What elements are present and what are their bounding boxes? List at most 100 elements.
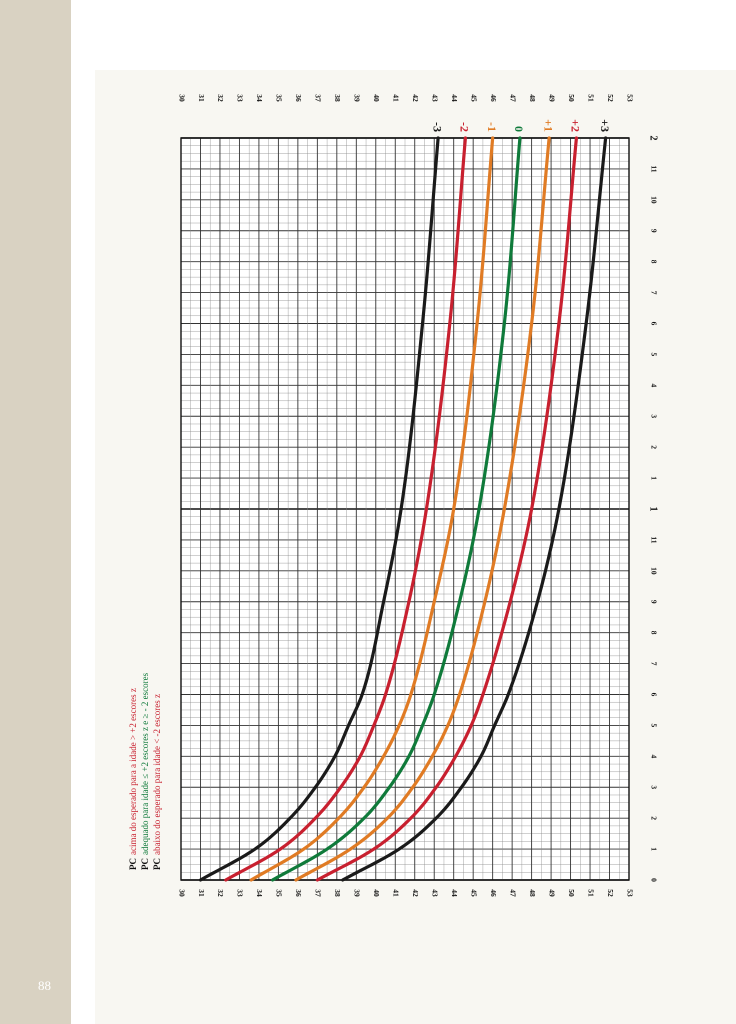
side-band: ACOMPANHANDO O CRESCIMENTO 88: [0, 0, 86, 1024]
y-tick-label-top: 53: [625, 94, 634, 102]
y-tick-label-bottom: 45: [469, 889, 478, 897]
legend-entry-text: abaixo do esperado para idade < -2 escor…: [152, 694, 162, 855]
x-tick-label: 5: [649, 353, 658, 357]
y-tick-label-bottom: 38: [333, 889, 342, 897]
y-tick-label-top: 52: [606, 94, 615, 102]
chart-panel: 30 30 31 31 32 32 33 33 34 34 35 35 36 36 37 37 38 38 39 39…: [95, 70, 736, 1024]
x-tick-label: 9: [649, 229, 658, 233]
curve-zminus3: [198, 136, 440, 882]
x-tick-label: 0: [649, 878, 658, 882]
y-tick-label-top: 31: [197, 94, 206, 102]
y-tick-label-top: 40: [372, 94, 381, 102]
x-tick-label: 3: [649, 785, 658, 789]
y-tick-label-bottom: 34: [255, 889, 264, 897]
curve-label: -2: [458, 122, 472, 132]
y-tick-label-top: 37: [314, 94, 323, 102]
y-tick-label-bottom: 49: [547, 889, 556, 897]
y-tick-label-bottom: 35: [275, 889, 284, 897]
curve-zminus2: [224, 136, 467, 882]
legend-entry-prefix: PC: [128, 858, 138, 870]
y-tick-label-bottom: 42: [411, 889, 420, 897]
y-tick-label-top: 30: [177, 94, 186, 102]
y-tick-label-bottom: 52: [606, 889, 615, 897]
y-tick-label-top: 48: [528, 94, 537, 102]
x-tick-label: 10: [649, 567, 658, 575]
x-tick-label: 11: [649, 536, 658, 543]
x-tick-label: 1: [648, 507, 659, 512]
y-tick-label-bottom: 46: [489, 889, 498, 897]
y-tick-label-bottom: 33: [236, 889, 245, 897]
x-tick-label: 7: [649, 291, 658, 295]
x-tick-label: 1: [649, 847, 658, 851]
y-tick-label-bottom: 41: [392, 889, 401, 897]
curve-zplus3: [341, 136, 608, 882]
y-tick-label-top: 34: [255, 94, 264, 102]
y-tick-label-bottom: 50: [567, 889, 576, 897]
y-tick-label-bottom: 37: [314, 889, 323, 897]
legend-entry-prefix: PC: [152, 858, 162, 870]
y-tick-label-bottom: 44: [450, 889, 459, 897]
curve-zplus1: [294, 136, 551, 882]
y-tick-label-top: 47: [508, 94, 517, 102]
curve-label: 0: [512, 126, 526, 132]
legend-entry-text: acima do esperado para a idade > +2 esco…: [128, 688, 138, 855]
y-tick-label-bottom: 31: [197, 889, 206, 897]
curve-label: +3: [598, 119, 612, 132]
y-tick-label-bottom: 53: [625, 889, 634, 897]
y-tick-label-top: 50: [567, 94, 576, 102]
curve-z0: [270, 136, 522, 882]
x-tick-label: 4: [649, 754, 658, 758]
y-tick-label-top: 38: [333, 94, 342, 102]
x-tick-label: 2: [649, 445, 658, 449]
legend-entry: PC acima do esperado para a idade > +2 es…: [128, 688, 138, 870]
y-tick-label-top: 46: [489, 94, 498, 102]
x-tick-label: 7: [649, 662, 658, 666]
x-tick-label: 5: [649, 724, 658, 728]
x-tick-label: 8: [649, 260, 658, 264]
x-tick-label: 11: [649, 165, 658, 172]
x-tick-label: 6: [649, 322, 658, 326]
legend-entry-prefix: PC: [140, 858, 150, 870]
x-tick-label: 2: [649, 816, 658, 820]
legend-entry: PC abaixo do esperado para idade < -2 esc…: [152, 694, 162, 870]
y-tick-label-top: 33: [236, 94, 245, 102]
curve-label: +1: [541, 119, 555, 132]
legend-entry-text: adequado para idade ≤ +2 escores z e ≥ -…: [140, 672, 150, 855]
y-tick-label-top: 35: [275, 94, 284, 102]
x-tick-label: 3: [649, 414, 658, 418]
y-tick-label-top: 49: [547, 94, 556, 102]
curve-label: +2: [569, 119, 583, 132]
section-title: ACOMPANHANDO O CRESCIMENTO: [71, 0, 86, 62]
x-tick-label: 8: [649, 631, 658, 635]
x-tick-label: 6: [649, 693, 658, 697]
head-circumference-chart: 3030313132323333343435353636373738383939…: [128, 94, 659, 897]
y-tick-label-bottom: 30: [177, 889, 186, 897]
curve-zplus2: [315, 136, 579, 882]
x-tick-label: 2: [648, 136, 659, 141]
x-tick-label: 4: [649, 383, 658, 387]
y-tick-label-top: 44: [450, 94, 459, 102]
plot-frame: [180, 137, 630, 881]
y-tick-label-top: 36: [294, 94, 303, 102]
y-tick-label-bottom: 51: [586, 889, 595, 897]
x-tick-label: 1: [649, 476, 658, 480]
curve-zminus1: [249, 136, 495, 882]
y-tick-label-top: 39: [353, 94, 362, 102]
x-tick-label: 10: [649, 196, 658, 204]
y-tick-label-bottom: 36: [294, 889, 303, 897]
x-tick-label: 9: [649, 600, 658, 604]
y-tick-label-top: 41: [392, 94, 401, 102]
curve-label: -3: [430, 122, 444, 132]
y-tick-label-top: 42: [411, 94, 420, 102]
page-number: 88: [38, 978, 51, 993]
y-tick-label-bottom: 40: [372, 889, 381, 897]
y-tick-label-bottom: 43: [430, 889, 439, 897]
legend-entry: PC adequado para idade ≤ +2 escores z e ≥…: [140, 672, 150, 870]
y-tick-label-top: 43: [430, 94, 439, 102]
y-tick-label-bottom: 47: [508, 889, 517, 897]
y-tick-label-top: 32: [216, 94, 225, 102]
curve-label: -1: [485, 122, 499, 132]
y-tick-label-bottom: 48: [528, 889, 537, 897]
y-tick-label-bottom: 39: [353, 889, 362, 897]
y-tick-label-top: 51: [586, 94, 595, 102]
